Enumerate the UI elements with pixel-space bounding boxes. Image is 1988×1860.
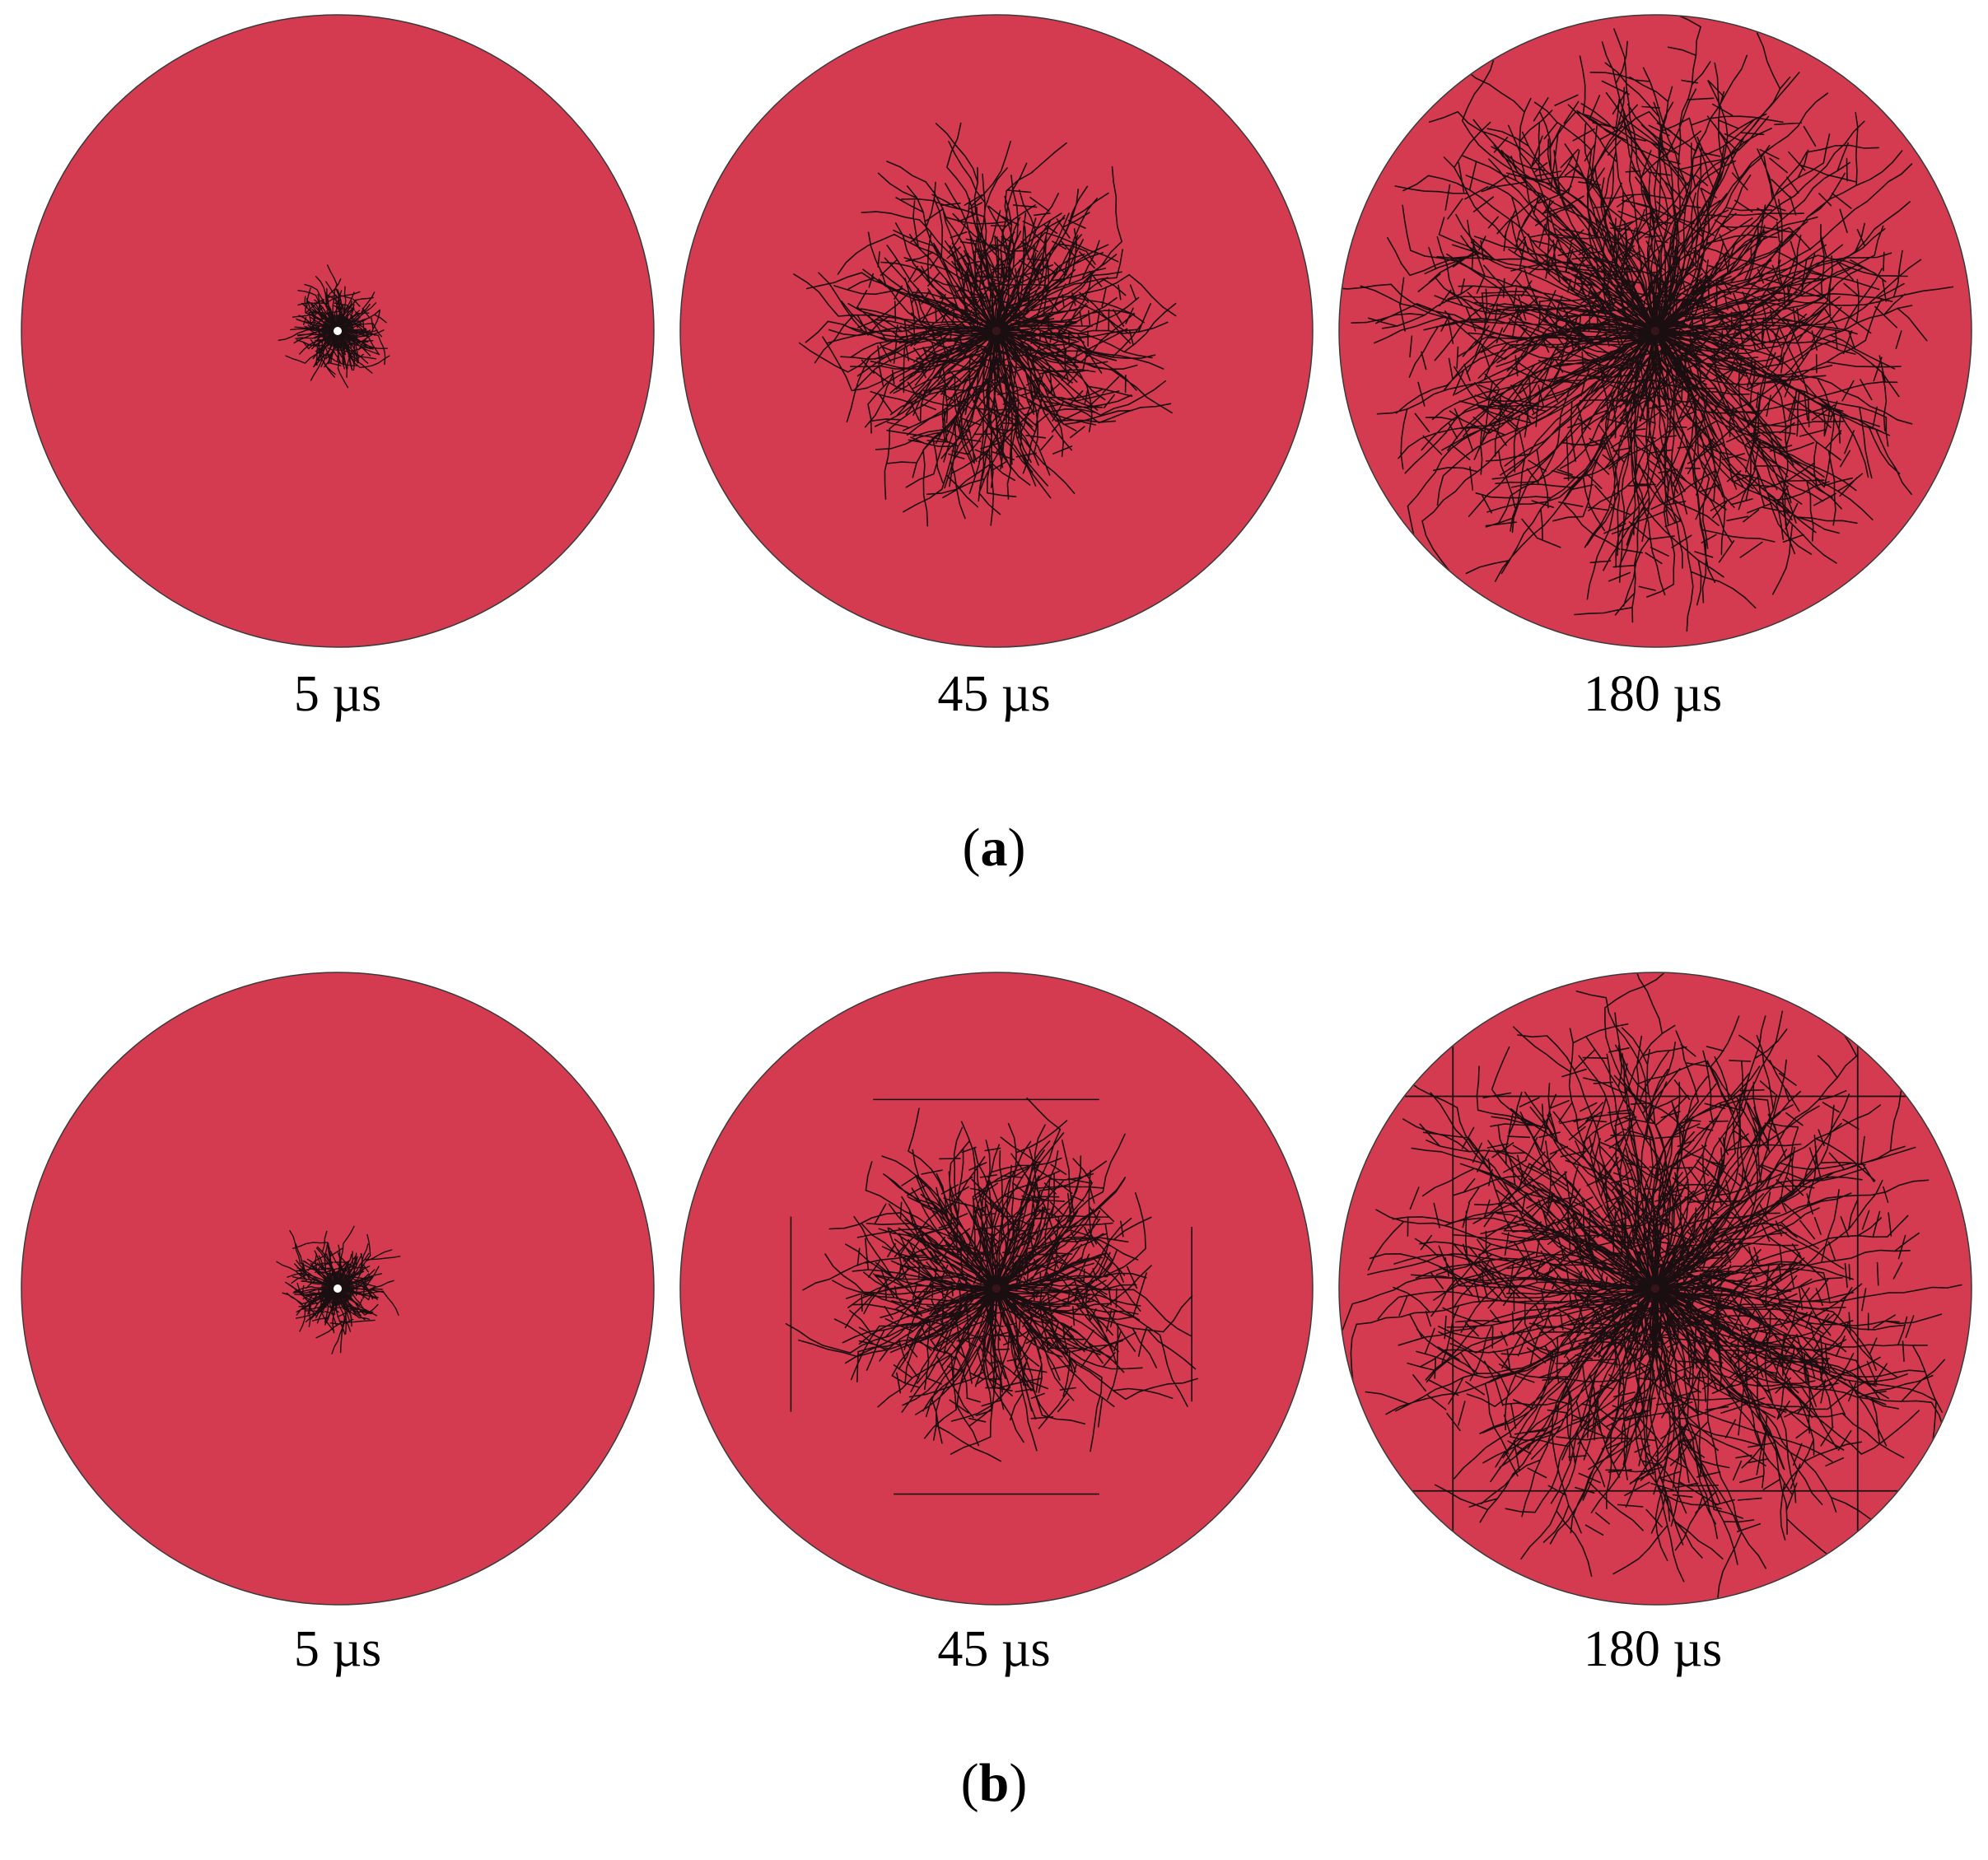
panel-label-a-letter: a xyxy=(980,818,1008,878)
time-label-b-180: 180 µs xyxy=(1583,1621,1723,1677)
crack-core xyxy=(1642,318,1668,344)
panel-label-b: (b) xyxy=(960,1753,1028,1813)
boundary-cracks xyxy=(790,1098,1192,1495)
crack-network xyxy=(1340,973,1962,1601)
panel-label-b-letter: b xyxy=(978,1753,1010,1813)
time-label-a-45: 45 µs xyxy=(937,666,1051,722)
time-label-b-45: 45 µs xyxy=(937,1621,1051,1677)
time-label-a-180: 180 µs xyxy=(1583,666,1723,722)
disks-layer xyxy=(21,14,1972,1606)
disk-b-1 xyxy=(679,972,1314,1606)
disk-a-2 xyxy=(1338,14,1972,648)
boundary-cracks xyxy=(1340,973,1971,1604)
disk-a-1 xyxy=(679,14,1314,648)
time-label-a-5: 5 µs xyxy=(293,666,382,722)
borehole xyxy=(334,1284,342,1293)
crack-core xyxy=(983,1275,1010,1302)
time-label-b-5: 5 µs xyxy=(293,1621,382,1677)
disk-b-2 xyxy=(1338,972,1972,1606)
disk-a-0 xyxy=(21,14,655,648)
crack-core xyxy=(983,318,1010,344)
crack-core xyxy=(1642,1275,1668,1302)
panel-label-a: (a) xyxy=(962,818,1026,878)
borehole xyxy=(334,327,342,335)
disk-b-0 xyxy=(21,972,655,1606)
